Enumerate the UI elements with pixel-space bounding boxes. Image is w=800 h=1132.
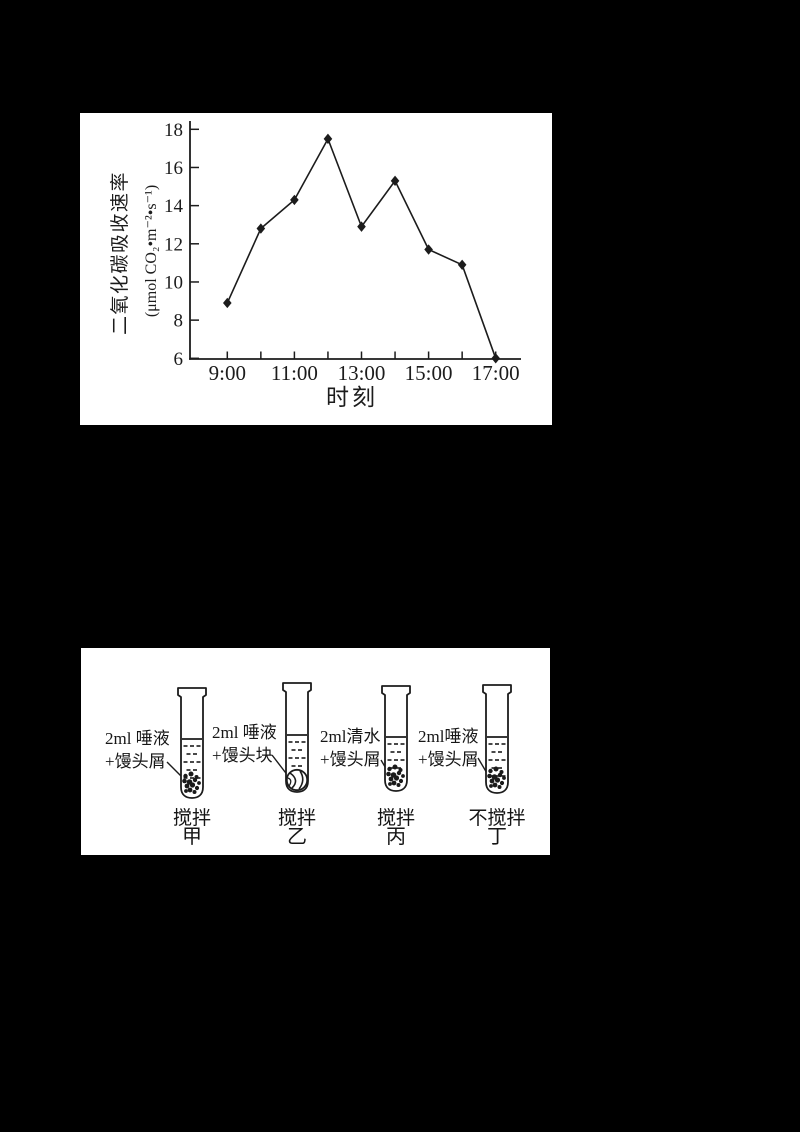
x-tick-label: 17:00: [472, 361, 520, 385]
tube-yi-stir-label: 搅拌: [277, 808, 316, 829]
data-point-marker: [323, 133, 333, 145]
bread-chunk-fold: [298, 770, 304, 790]
tube-ding-name: 丁: [487, 826, 507, 848]
tube-yi-annotation: 2ml 唾液 +馒头块: [212, 721, 277, 767]
tube-outline: [381, 685, 411, 792]
x-tick-label: 13:00: [338, 361, 386, 385]
tube-jia-annotation-line2: +馒头屑: [105, 752, 166, 771]
tube-outline: [177, 687, 207, 799]
tube-yi-annotation-line1: 2ml 唾液: [212, 723, 277, 742]
co2-uptake-chart-panel: 18 16 14 12 10 8 6 9:00 11:00 13:00 15:00 17:00 二氧化碳…: [80, 113, 552, 425]
y-tick-label: 10: [164, 272, 183, 293]
tube-outline: [482, 684, 512, 794]
data-point-marker: [457, 259, 467, 270]
tube-yi-annotation-line2: +馒头块: [212, 746, 273, 765]
test-tube-4: [477, 684, 512, 794]
tube-bing-stir-label: 搅拌: [376, 808, 415, 829]
test-tube-2: [271, 682, 312, 793]
tube-yi-name: 乙: [287, 826, 307, 848]
tube-bing-annotation-line1: 2ml清水: [320, 727, 381, 746]
tube-jia-annotation-line1: 2ml 唾液: [105, 729, 170, 748]
bread-chunk-fold: [289, 772, 297, 789]
y-axis-units: (μmol CO₂•m⁻²•s⁻¹): [143, 185, 160, 317]
y-tick-label: 14: [164, 196, 184, 217]
x-tick-label: 11:00: [271, 361, 318, 385]
tube-jia-name: 甲: [182, 826, 202, 848]
x-tick-label: 15:00: [405, 361, 453, 385]
data-point-marker: [256, 223, 266, 234]
y-tick-label: 18: [164, 120, 183, 141]
y-axis-title: 二氧化碳吸收速率: [109, 171, 131, 335]
data-point-marker: [390, 175, 400, 187]
bread-crumbs: [182, 771, 201, 794]
data-point-marker: [491, 353, 500, 364]
x-tick-label: 9:00: [209, 361, 246, 385]
tube-bing-annotation-line2: +馒头屑: [320, 750, 381, 769]
bread-crumbs: [386, 764, 405, 787]
tube-jia-annotation: 2ml 唾液 +馒头屑: [105, 727, 170, 773]
test-tube-diagram: [166, 682, 512, 799]
data-point-marker: [424, 244, 433, 255]
tube-ding-annotation: 2ml唾液 +馒头屑: [418, 725, 479, 771]
test-tube-experiment-panel: 2ml 唾液 +馒头屑 2ml 唾液 +馒头块 2ml清水 +馒头屑 2ml唾液…: [81, 648, 550, 855]
y-tick-label: 6: [174, 349, 184, 370]
x-axis-title: 时刻: [326, 385, 378, 410]
tube-bing-annotation: 2ml清水 +馒头屑: [320, 725, 381, 771]
co2-uptake-line-chart: 18 16 14 12 10 8 6 9:00 11:00 13:00 15:00 17:00 二氧化碳…: [109, 120, 521, 410]
test-tube-3: [380, 685, 411, 792]
co2-uptake-series-line: [226, 136, 497, 359]
tube-jia-stir-label: 搅拌: [172, 808, 211, 829]
data-point-marker: [290, 194, 299, 206]
bread-chunk-fold: [287, 777, 292, 787]
y-tick-label: 16: [164, 158, 183, 179]
data-point-marker: [223, 297, 232, 309]
bread-crumbs: [487, 766, 506, 789]
tube-ding-annotation-line1: 2ml唾液: [418, 727, 479, 746]
y-tick-label: 12: [164, 234, 183, 255]
data-point-marker: [357, 221, 366, 232]
y-tick-label: 8: [174, 311, 184, 332]
tube-bing-name: 丙: [386, 826, 406, 848]
tube-ding-stir-label: 不搅拌: [468, 808, 526, 829]
tube-ding-annotation-line2: +馒头屑: [418, 750, 479, 769]
test-tube-1: [166, 687, 207, 799]
liquid-dashes: [387, 743, 405, 769]
